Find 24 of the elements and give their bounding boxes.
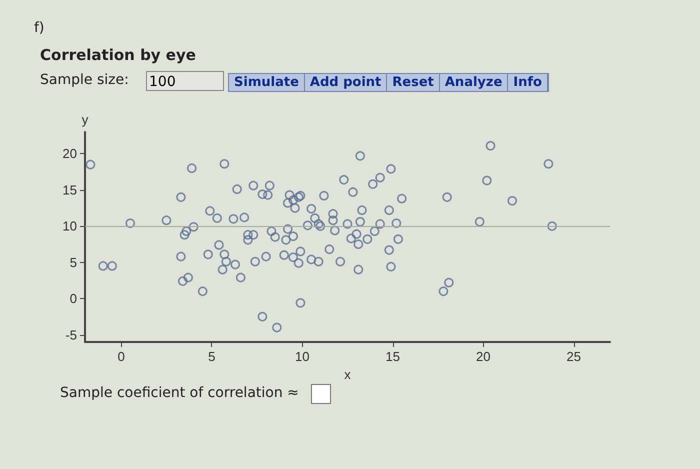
y-tick-label: 10 <box>62 218 77 234</box>
x-tick-label: 10 <box>295 349 310 364</box>
text: Add point <box>304 74 388 91</box>
x-tick-label: 25 <box>566 349 582 364</box>
x-axis-title: x <box>344 366 352 382</box>
text: Simulate <box>229 74 305 91</box>
text: 100 <box>146 71 224 91</box>
y-tick-label: 0 <box>70 291 77 306</box>
y-tick-label: 15 <box>62 182 77 198</box>
text: Analyze <box>440 74 508 91</box>
chart-title: Correlation by eye <box>40 46 196 64</box>
y-tick-label: 20 <box>62 146 77 162</box>
text: Reset <box>387 74 440 91</box>
text: f) <box>34 20 44 36</box>
x-tick-label: 5 <box>208 349 216 364</box>
text: Sample coeficient of correlation ≈ <box>60 385 299 401</box>
x-tick-label: 15 <box>386 349 400 364</box>
x-tick-label: 20 <box>476 349 491 364</box>
text: Info <box>508 74 548 91</box>
y-tick-label: 5 <box>70 254 77 270</box>
y-tick-label: -5 <box>65 327 77 342</box>
text: Sample size: <box>40 72 129 88</box>
x-tick-label: 0 <box>118 349 125 364</box>
y-axis-title: y <box>82 112 89 127</box>
